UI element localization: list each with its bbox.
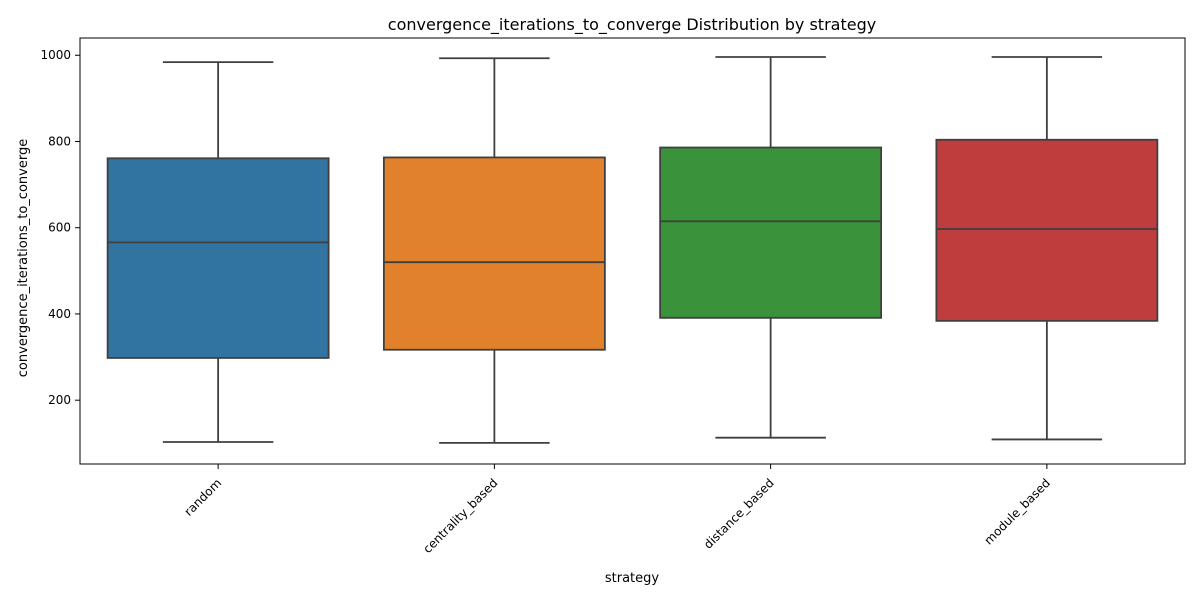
iqr-box (382, 156, 606, 351)
plot-area (79, 37, 1186, 465)
y-tick-label: 200 (48, 393, 71, 407)
x-tick-label: distance_based (701, 476, 777, 552)
y-tick-label: 600 (48, 221, 71, 235)
iqr-box (935, 138, 1159, 322)
chart-title: convergence_iterations_to_converge Distr… (388, 15, 876, 35)
y-tick-label: 400 (48, 307, 71, 321)
box-centrality_based (382, 57, 606, 444)
x-axis: random centrality_based distance_based modu… (181, 464, 1053, 556)
y-tick-label: 800 (48, 134, 71, 148)
x-tick-label: random (181, 476, 224, 519)
iqr-box (659, 146, 883, 319)
y-axis: 200 400 600 800 1000 (40, 48, 80, 407)
box-distance_based (659, 56, 883, 439)
x-tick-label: module_based (981, 476, 1053, 548)
x-tick-label: centrality_based (420, 476, 500, 556)
plot-frame (79, 37, 1186, 465)
box-random (106, 61, 330, 443)
box-module_based (935, 56, 1159, 441)
y-tick-label: 1000 (40, 48, 71, 62)
iqr-box (106, 157, 330, 359)
y-axis-label: convergence_iterations_to_converge (16, 139, 31, 377)
x-axis-label: strategy (605, 571, 660, 586)
